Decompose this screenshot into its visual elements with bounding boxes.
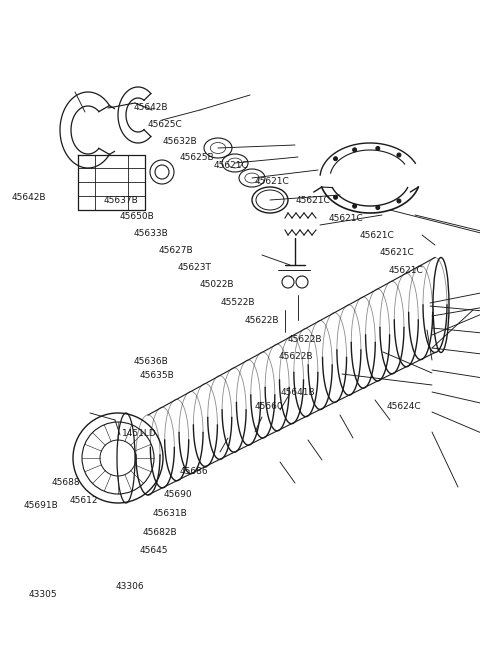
Text: 45622B: 45622B xyxy=(245,316,279,325)
Text: 45682B: 45682B xyxy=(143,528,178,537)
Text: 45627B: 45627B xyxy=(158,246,193,255)
Text: 45642B: 45642B xyxy=(133,102,168,112)
Text: 45622B: 45622B xyxy=(278,352,313,361)
Text: 45660: 45660 xyxy=(254,401,283,411)
Text: 45621C: 45621C xyxy=(360,231,395,240)
Text: 45635B: 45635B xyxy=(139,371,174,380)
Text: 45637B: 45637B xyxy=(103,196,138,205)
Text: 45625C: 45625C xyxy=(148,120,182,129)
Circle shape xyxy=(397,199,401,203)
Text: 45641B: 45641B xyxy=(281,388,315,397)
Circle shape xyxy=(353,204,357,208)
Circle shape xyxy=(376,147,380,150)
Text: 45688: 45688 xyxy=(52,478,81,487)
Text: 45624C: 45624C xyxy=(386,401,421,411)
Text: 45642B: 45642B xyxy=(12,193,47,202)
Text: 45621C: 45621C xyxy=(295,196,330,205)
Text: 45522B: 45522B xyxy=(221,298,255,307)
Circle shape xyxy=(376,206,380,210)
Text: 45621C: 45621C xyxy=(329,214,363,223)
Circle shape xyxy=(397,153,401,157)
Text: 45621C: 45621C xyxy=(389,266,423,275)
Text: 45623T: 45623T xyxy=(178,263,212,272)
Circle shape xyxy=(334,195,337,199)
Text: 45686: 45686 xyxy=(180,467,209,476)
Text: 45625B: 45625B xyxy=(180,153,215,162)
Text: 1451LD: 1451LD xyxy=(122,429,157,438)
Text: 45650B: 45650B xyxy=(120,212,155,221)
Text: 45636B: 45636B xyxy=(133,357,168,366)
Text: 45621C: 45621C xyxy=(254,177,289,187)
Circle shape xyxy=(353,148,357,152)
Text: 45633B: 45633B xyxy=(133,229,168,238)
Text: 45622B: 45622B xyxy=(288,334,323,344)
Text: 45631B: 45631B xyxy=(153,509,187,518)
Text: 45621C: 45621C xyxy=(214,161,248,170)
Text: 45632B: 45632B xyxy=(162,137,197,146)
Text: 45022B: 45022B xyxy=(199,280,234,289)
Text: 43305: 43305 xyxy=(29,590,58,599)
Text: 45612: 45612 xyxy=(70,496,98,505)
Text: 45690: 45690 xyxy=(163,489,192,499)
Circle shape xyxy=(334,157,337,161)
Text: 45691B: 45691B xyxy=(24,501,59,510)
Text: 43306: 43306 xyxy=(115,582,144,591)
Text: 45645: 45645 xyxy=(139,546,168,555)
Text: 45621C: 45621C xyxy=(379,248,414,258)
